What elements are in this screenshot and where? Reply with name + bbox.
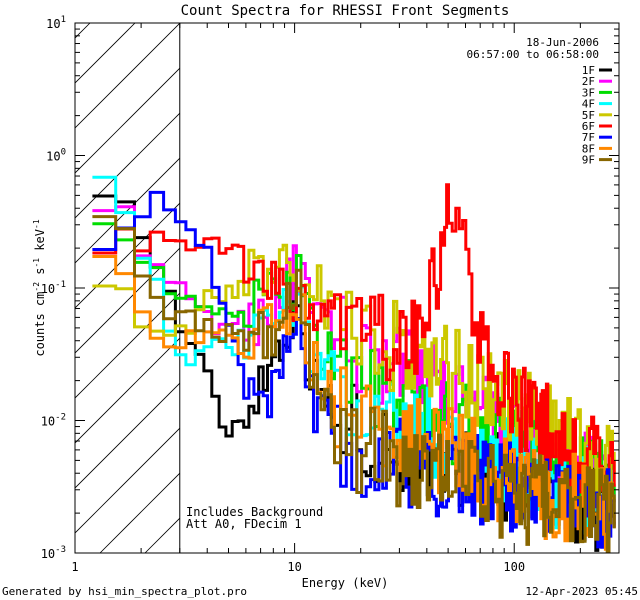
y-tick-label: 10-3	[41, 545, 66, 561]
y-axis-label: counts cm-2 s-1 keV-1	[32, 219, 47, 356]
hatch-line	[75, 23, 180, 129]
excluded-energy-hatch	[75, 23, 180, 553]
note-attenuator: Att A0, FDecim 1	[186, 517, 302, 531]
y-axis: 10-3 10-2 10-1 100 101	[41, 15, 619, 561]
series-line-9f	[92, 215, 616, 553]
legend-label: 8F	[582, 142, 595, 155]
hatch-line	[75, 247, 180, 354]
legend-label: 3F	[582, 86, 595, 99]
hatch-line	[75, 202, 180, 309]
legend-label: 6F	[582, 120, 595, 133]
legend-label: 1F	[582, 64, 595, 77]
legend-label: 2F	[582, 75, 595, 88]
footer-timestamp: 12-Apr-2023 05:45	[525, 585, 638, 598]
hatch-line	[75, 67, 180, 174]
y-label-part: s	[33, 268, 47, 282]
y-tick-label: 10-1	[41, 280, 66, 296]
y-label-part: keV	[33, 229, 47, 258]
y-label-exp: -1	[32, 258, 41, 268]
legend-label: 5F	[582, 109, 595, 122]
series-layer	[92, 175, 616, 553]
x-axis: 1 10 100	[71, 23, 620, 574]
y-label-exp: -1	[32, 219, 41, 229]
y-label-part: counts cm	[33, 292, 47, 357]
hatch-line	[75, 382, 180, 489]
note-background: Includes Background	[186, 505, 323, 519]
x-axis-label: Energy (keV)	[302, 576, 389, 590]
y-label-exp: -2	[32, 282, 41, 292]
legend-label: 4F	[582, 98, 595, 111]
y-tick-label: 100	[46, 148, 66, 164]
legend-label: 7F	[582, 131, 595, 144]
chart-title: Count Spectra for RHESSI Front Segments	[181, 3, 510, 19]
x-tick-label: 10	[287, 560, 301, 574]
footer-generated-by: Generated by hsi_min_spectra_plot.pro	[2, 585, 247, 598]
y-tick-label: 101	[46, 15, 66, 31]
series-line-6f	[92, 183, 616, 494]
y-tick-label: 10-2	[41, 413, 66, 429]
x-tick-label: 1	[71, 560, 78, 574]
legend-label: 9F	[582, 154, 595, 167]
hatch-line	[75, 427, 180, 534]
observation-date: 18-Jun-2006	[526, 36, 599, 49]
observation-time-range: 06:57:00 to 06:58:00	[467, 48, 599, 61]
x-tick-label: 100	[503, 560, 525, 574]
